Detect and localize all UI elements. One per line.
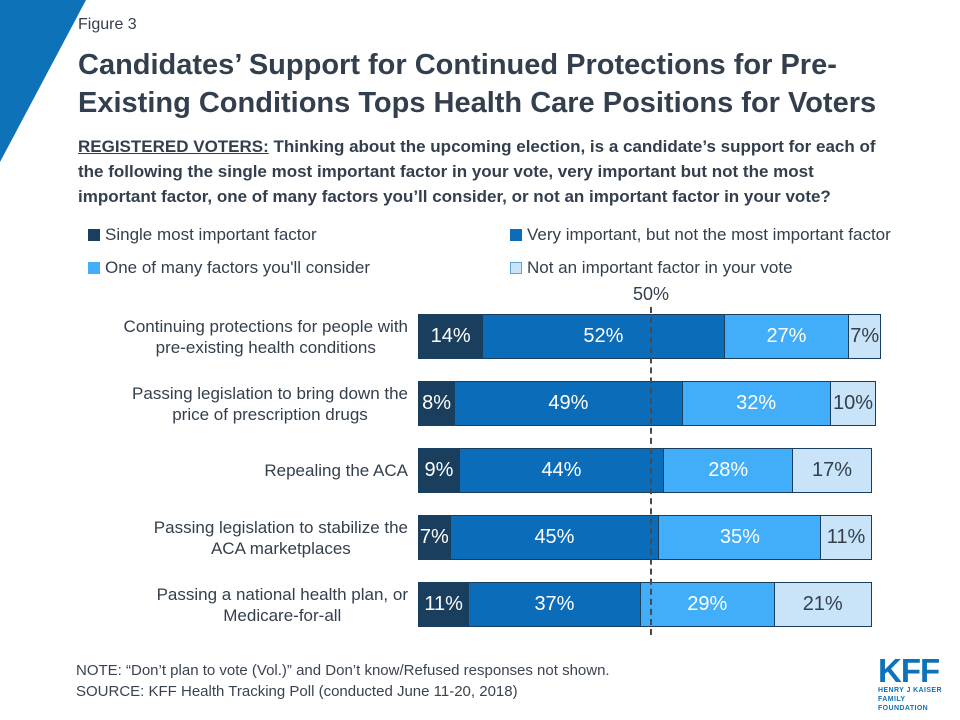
bar-segment-series-0: 9% — [418, 448, 460, 493]
category-label-text: Passing legislation to bring down the pri… — [132, 383, 408, 424]
legend-marker-icon — [510, 262, 522, 274]
legend-label: One of many factors you'll consider — [105, 258, 370, 277]
reference-line-label: 50% — [632, 284, 670, 304]
chart-row-2: Repealing the ACA 9% 44% 28% 17% — [78, 448, 888, 493]
bar-track: 8% 49% 32% 10% — [418, 381, 884, 426]
legend-label: Very important, but not the most importa… — [527, 225, 891, 244]
kff-logo-subtext: HENRY J KAISER FAMILY FOUNDATION — [878, 686, 954, 713]
category-label: Passing legislation to bring down the pri… — [78, 383, 408, 425]
kff-logo-text: KFF — [878, 652, 940, 689]
legend-label: Single most important factor — [105, 225, 317, 244]
bar-segment-series-0: 8% — [418, 381, 456, 426]
chart-row-0: Continuing protections for people with pr… — [78, 314, 888, 359]
chart-rows: Continuing protections for people with pr… — [78, 314, 888, 627]
category-label: Repealing the ACA — [78, 460, 408, 481]
legend-marker-icon — [88, 262, 100, 274]
category-label: Passing legislation to stabilize the ACA … — [78, 517, 408, 559]
bar-segment-series-3: 7% — [848, 314, 881, 359]
title-line-1: Candidates’ Support for Continued Protec… — [78, 49, 837, 81]
bar-segment-series-1: 44% — [458, 448, 664, 493]
legend-label: Not an important factor in your vote — [527, 258, 793, 277]
bar-segment-series-3: 10% — [829, 381, 877, 426]
kff-logo-subtext-line2: FAMILY FOUNDATION — [878, 696, 929, 712]
legend-item-0: Single most important factor — [88, 225, 510, 245]
bar-segment-series-3: 17% — [792, 448, 872, 493]
legend-marker-icon — [88, 229, 100, 241]
bar-track: 9% 44% 28% 17% — [418, 448, 884, 493]
survey-question-text: Thinking about the upcoming election, is… — [78, 137, 876, 206]
bar-segment-series-2: 27% — [723, 314, 850, 359]
bar-segment-series-1: 49% — [454, 381, 683, 426]
kff-logo: KFF HENRY J KAISER FAMILY FOUNDATION — [878, 652, 954, 713]
legend-marker-icon — [510, 229, 522, 241]
bar-track: 11% 37% 29% 21% — [418, 582, 884, 627]
bar-segment-series-0: 7% — [418, 515, 451, 560]
bar-segment-series-1: 37% — [468, 582, 641, 627]
source-text: SOURCE: KFF Health Tracking Poll (conduc… — [76, 683, 518, 700]
legend-item-3: Not an important factor in your vote — [510, 258, 960, 278]
reference-line — [650, 307, 652, 635]
bar-segment-series-2: 29% — [639, 582, 775, 627]
chart-legend: Single most important factor Very importa… — [88, 225, 960, 278]
bar-segment-series-2: 35% — [658, 515, 822, 560]
bar-segment-series-1: 45% — [449, 515, 660, 560]
stacked-bar-chart: 50% Continuing protections for people wi… — [78, 284, 888, 635]
chart-row-4: Passing a national health plan, or Medica… — [78, 582, 888, 627]
brand-corner-triangle — [0, 0, 86, 162]
survey-question: REGISTERED VOTERS: Thinking about the up… — [78, 134, 892, 209]
legend-item-2: One of many factors you'll consider — [88, 258, 510, 278]
category-label: Passing a national health plan, or Medica… — [78, 584, 408, 626]
note-text: NOTE: “Don’t plan to vote (Vol.)” and Do… — [76, 662, 610, 679]
title-line-2: Existing Conditions Tops Health Care Pos… — [78, 87, 877, 119]
chart-row-1: Passing legislation to bring down the pri… — [78, 381, 888, 426]
bar-segment-series-0: 11% — [418, 582, 470, 627]
kff-logo-subtext-line1: HENRY J KAISER — [878, 687, 942, 694]
bar-segment-series-0: 14% — [418, 314, 484, 359]
bar-segment-series-3: 21% — [773, 582, 872, 627]
category-label-text: Repealing the ACA — [264, 461, 408, 480]
bar-segment-series-3: 11% — [820, 515, 872, 560]
page-title: Candidates’ Support for Continued Protec… — [78, 46, 960, 122]
bar-segment-series-1: 52% — [482, 314, 725, 359]
category-label-text: Passing a national health plan, or Medica… — [156, 584, 408, 625]
figure-label: Figure 3 — [78, 16, 137, 33]
category-label-text: Passing legislation to stabilize the ACA … — [153, 517, 408, 558]
bar-track: 14% 52% 27% 7% — [418, 314, 884, 359]
bar-segment-series-2: 32% — [681, 381, 831, 426]
category-label-text: Continuing protections for people with pr… — [123, 316, 408, 357]
chart-row-3: Passing legislation to stabilize the ACA … — [78, 515, 888, 560]
survey-question-lead: REGISTERED VOTERS: — [78, 137, 269, 156]
bar-segment-series-2: 28% — [662, 448, 794, 493]
slide-content: Figure 3 Candidates’ Support for Continu… — [78, 16, 960, 635]
category-label: Continuing protections for people with pr… — [78, 316, 408, 358]
legend-item-1: Very important, but not the most importa… — [510, 225, 960, 245]
footer: NOTE: “Don’t plan to vote (Vol.)” and Do… — [76, 660, 610, 702]
bar-track: 7% 45% 35% 11% — [418, 515, 884, 560]
